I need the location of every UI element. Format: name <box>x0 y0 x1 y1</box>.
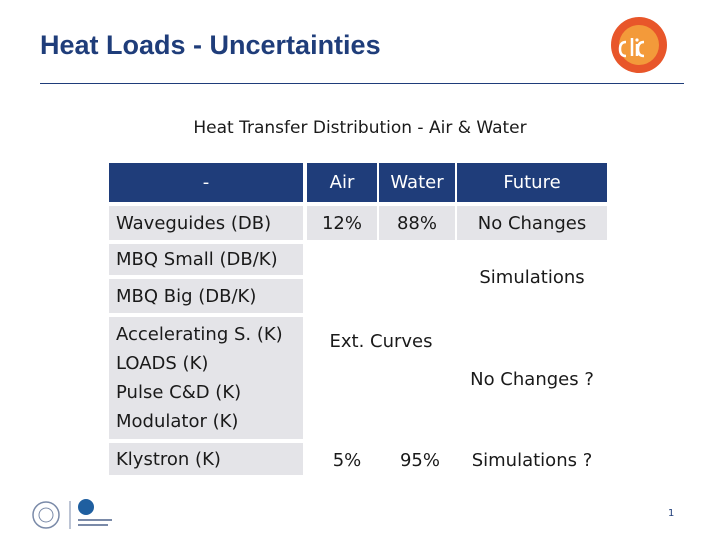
header-cell: Air <box>307 163 377 202</box>
row-label: Pulse C&D (K) <box>116 382 242 403</box>
row-label: MBQ Big (DB/K) <box>109 279 303 313</box>
cell: No Changes <box>457 206 607 240</box>
footer-logos <box>32 499 112 529</box>
cell: Simulations ? <box>471 449 593 471</box>
cell: 12% <box>307 206 377 240</box>
row-label: Modulator (K) <box>116 411 239 432</box>
header-cell: - <box>109 163 303 202</box>
row-label: Waveguides (DB) <box>109 206 303 240</box>
row-label: Accelerating S. (K) <box>116 324 283 345</box>
row-label: Klystron (K) <box>109 443 303 475</box>
subtitle: Heat Transfer Distribution - Air & Water <box>193 118 527 138</box>
cell: No Changes ? <box>470 368 594 390</box>
cell: 95% <box>399 449 440 471</box>
header-cell: Future <box>457 163 607 202</box>
row-label: MBQ Small (DB/K) <box>109 244 303 275</box>
title-rule <box>40 83 684 84</box>
cell: 88% <box>379 206 455 240</box>
clic-logo <box>611 17 667 73</box>
title: Heat Loads - Uncertainties <box>40 30 381 60</box>
page-number: 1 <box>668 508 675 519</box>
cell: 5% <box>332 449 362 471</box>
cell: Simulations <box>479 266 585 288</box>
cell: Ext. Curves <box>329 330 433 352</box>
header-cell: Water <box>379 163 455 202</box>
row-label-group: Accelerating S. (K) LOADS (K) Pulse C&D … <box>109 317 303 439</box>
row-label: LOADS (K) <box>116 353 209 374</box>
